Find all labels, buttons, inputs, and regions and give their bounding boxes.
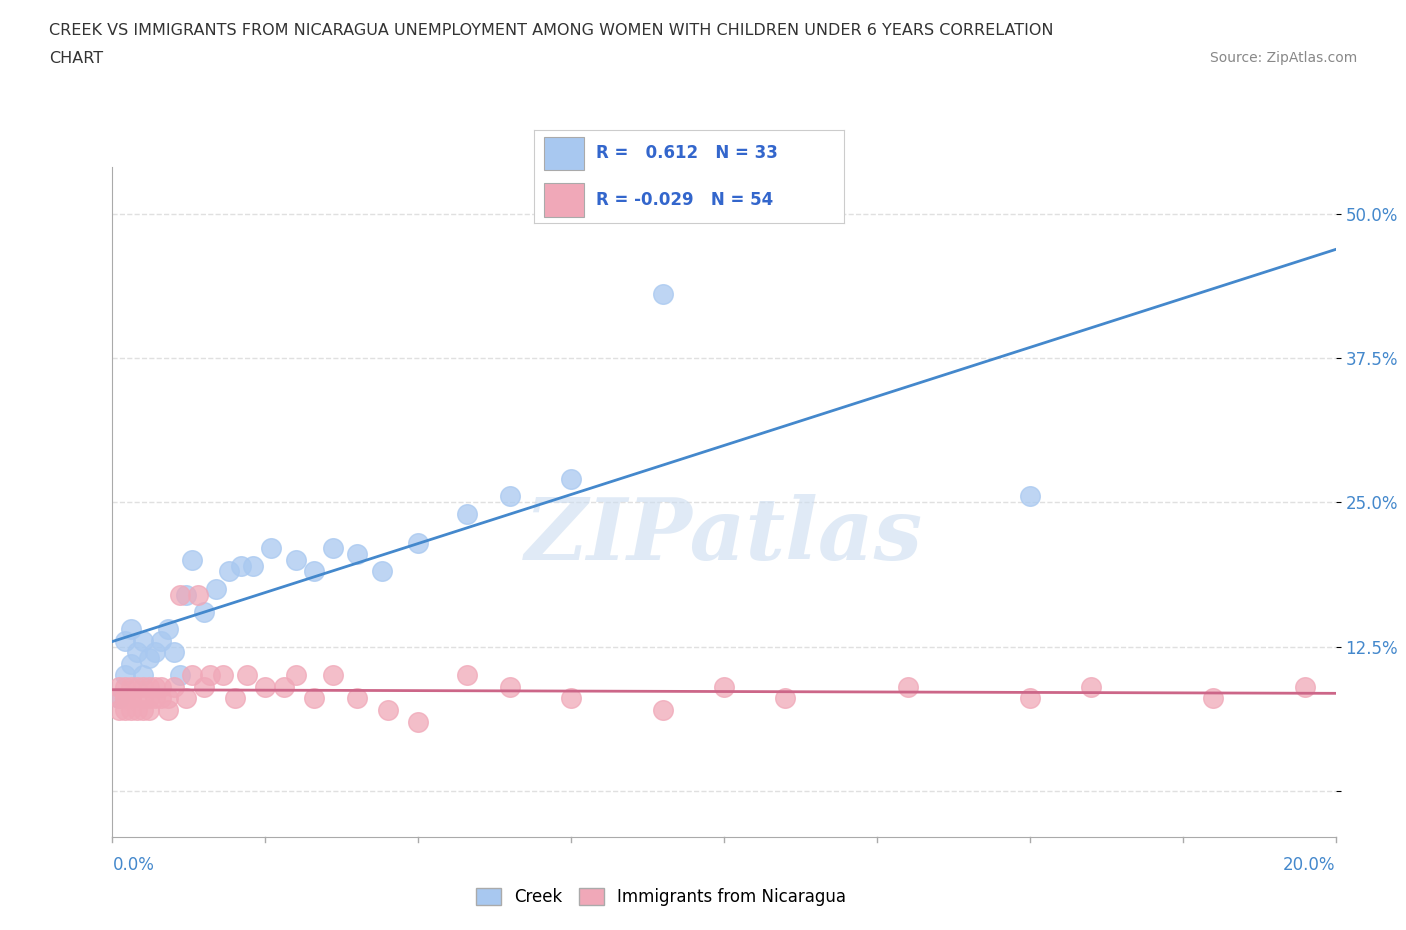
- Point: [163, 680, 186, 695]
- Point: [132, 680, 155, 695]
- Point: [304, 564, 326, 578]
- Point: [107, 691, 129, 706]
- Point: [193, 604, 215, 619]
- Point: [132, 633, 155, 648]
- Point: [125, 680, 148, 695]
- Point: [370, 564, 392, 578]
- Point: [120, 622, 142, 637]
- Point: [143, 644, 166, 659]
- Point: [456, 668, 478, 683]
- FancyBboxPatch shape: [544, 183, 583, 217]
- Point: [125, 644, 148, 659]
- Point: [174, 691, 197, 706]
- Point: [1294, 680, 1316, 695]
- Point: [205, 581, 228, 596]
- Point: [138, 651, 160, 666]
- Point: [242, 558, 264, 573]
- Point: [284, 668, 308, 683]
- Point: [120, 680, 142, 695]
- Point: [132, 702, 155, 717]
- Point: [125, 702, 148, 717]
- Point: [260, 541, 283, 556]
- Point: [163, 644, 186, 659]
- Point: [174, 587, 197, 602]
- Point: [156, 691, 179, 706]
- Point: [181, 668, 204, 683]
- Point: [254, 680, 277, 695]
- Point: [284, 552, 308, 567]
- Point: [408, 535, 430, 550]
- Point: [713, 680, 735, 695]
- Point: [120, 691, 142, 706]
- Text: R = -0.029   N = 54: R = -0.029 N = 54: [596, 191, 773, 209]
- Point: [236, 668, 259, 683]
- Point: [560, 472, 582, 486]
- Point: [499, 489, 522, 504]
- Legend: Creek, Immigrants from Nicaragua: Creek, Immigrants from Nicaragua: [468, 881, 853, 912]
- Point: [560, 691, 582, 706]
- Point: [156, 622, 179, 637]
- Point: [1080, 680, 1102, 695]
- Point: [322, 541, 344, 556]
- Point: [169, 668, 191, 683]
- Text: R =   0.612   N = 33: R = 0.612 N = 33: [596, 144, 778, 163]
- Point: [652, 702, 675, 717]
- Point: [775, 691, 797, 706]
- Point: [114, 691, 136, 706]
- Text: CREEK VS IMMIGRANTS FROM NICARAGUA UNEMPLOYMENT AMONG WOMEN WITH CHILDREN UNDER : CREEK VS IMMIGRANTS FROM NICARAGUA UNEMP…: [49, 23, 1053, 38]
- Point: [346, 691, 368, 706]
- Point: [150, 633, 173, 648]
- Point: [377, 702, 399, 717]
- Point: [456, 506, 478, 521]
- Point: [193, 680, 215, 695]
- Point: [132, 668, 155, 683]
- Point: [156, 702, 179, 717]
- Point: [114, 702, 136, 717]
- Text: CHART: CHART: [49, 51, 103, 66]
- Point: [897, 680, 920, 695]
- Point: [1018, 691, 1040, 706]
- Point: [107, 691, 129, 706]
- Point: [138, 691, 160, 706]
- Point: [143, 680, 166, 695]
- Point: [499, 680, 522, 695]
- Point: [107, 680, 129, 695]
- Point: [138, 702, 160, 717]
- Point: [150, 680, 173, 695]
- Point: [169, 587, 191, 602]
- Point: [273, 680, 295, 695]
- Point: [114, 668, 136, 683]
- Point: [304, 691, 326, 706]
- Point: [114, 680, 136, 695]
- Point: [120, 702, 142, 717]
- Point: [1018, 489, 1040, 504]
- Text: ZIPatlas: ZIPatlas: [524, 494, 924, 578]
- FancyBboxPatch shape: [544, 137, 583, 170]
- Point: [132, 691, 155, 706]
- Point: [187, 587, 209, 602]
- Text: 20.0%: 20.0%: [1284, 856, 1336, 873]
- Point: [150, 691, 173, 706]
- Point: [138, 680, 160, 695]
- Point: [114, 633, 136, 648]
- Point: [652, 287, 675, 302]
- Text: Source: ZipAtlas.com: Source: ZipAtlas.com: [1209, 51, 1357, 65]
- Point: [143, 691, 166, 706]
- Point: [107, 702, 129, 717]
- Point: [322, 668, 344, 683]
- Point: [211, 668, 233, 683]
- Point: [218, 564, 240, 578]
- Point: [114, 691, 136, 706]
- Point: [1202, 691, 1225, 706]
- Point: [229, 558, 252, 573]
- Point: [200, 668, 222, 683]
- Point: [224, 691, 246, 706]
- Point: [120, 691, 142, 706]
- Point: [346, 547, 368, 562]
- Point: [408, 714, 430, 729]
- Point: [181, 552, 204, 567]
- Point: [120, 657, 142, 671]
- Text: 0.0%: 0.0%: [112, 856, 155, 873]
